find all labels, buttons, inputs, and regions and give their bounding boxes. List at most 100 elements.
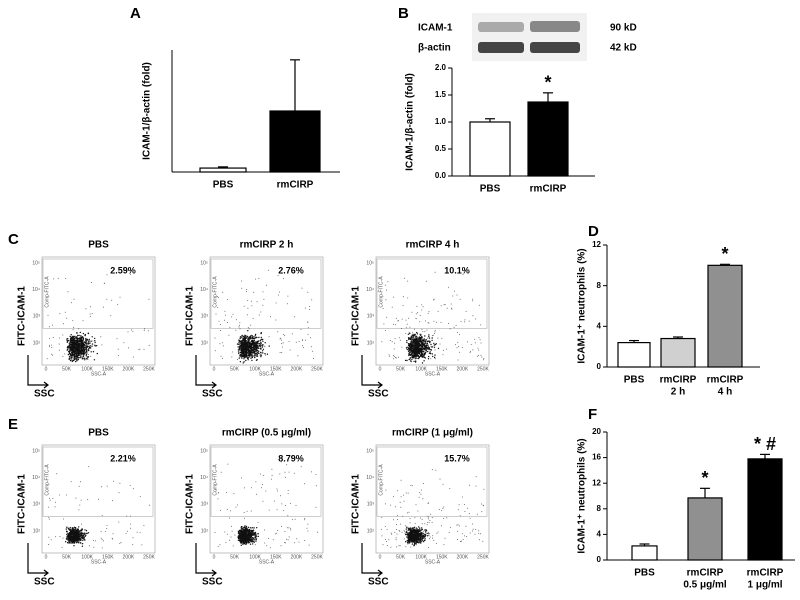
y-tick-label: 1.0 [435,117,447,126]
event-dot [245,344,246,345]
flow-title: PBS [88,240,109,251]
event-dot [234,535,235,536]
event-dot [81,535,82,536]
event-dot [430,537,431,538]
event-dot [481,343,482,344]
event-dot [78,533,79,534]
event-dot [396,318,397,319]
event-dot [404,278,405,279]
event-dot [78,345,79,346]
flow-title: rmCIRP 4 h [406,240,460,251]
event-dot [89,342,90,343]
flow-x-channel: SSC-A [91,371,107,377]
event-dot [457,295,458,296]
event-dot [431,340,432,341]
event-dot [265,355,266,356]
event-dot [215,338,216,339]
event-dot [76,354,77,355]
event-dot [221,472,222,473]
flow-x-tick: 200K [291,554,303,560]
event-dot [254,351,255,352]
event-dot [245,539,246,540]
event-dot [227,322,228,323]
event-dot [435,350,436,351]
flow-y-tick: 10² [33,340,41,346]
event-dot [50,500,51,501]
event-dot [241,354,242,355]
event-dot [430,352,431,353]
event-dot [271,469,272,470]
event-dot [422,329,423,330]
event-dot [304,519,305,520]
event-dot [249,354,250,355]
event-dot [72,348,73,349]
event-dot [422,540,423,541]
event-dot [425,339,426,340]
event-dot [262,352,263,353]
event-dot [237,359,238,360]
event-dot [299,542,300,543]
event-dot [419,528,420,529]
panel-label: F [588,406,597,423]
event-dot [75,358,76,359]
event-dot [249,542,250,543]
event-dot [290,503,291,504]
event-dot [409,344,410,345]
event-dot [421,534,422,535]
event-dot [239,536,240,537]
event-dot [481,355,482,356]
event-dot [432,356,433,357]
event-dot [82,358,83,359]
event-dot [304,540,305,541]
event-dot [77,348,78,349]
event-dot [420,352,421,353]
event-dot [412,535,413,536]
event-dot [82,543,83,544]
event-dot [260,312,261,313]
event-dot [255,342,256,343]
event-dot [419,542,420,543]
bar [661,339,695,367]
event-dot [255,535,256,536]
event-dot [245,356,246,357]
event-dot [261,337,262,338]
event-dot [106,528,107,529]
event-dot [94,342,95,343]
event-dot [416,318,417,319]
event-dot [422,348,423,349]
event-dot [74,358,75,359]
event-dot [93,540,94,541]
event-dot [412,337,413,338]
event-dot [255,337,256,338]
event-dot [421,310,422,311]
event-dot [261,332,262,333]
event-dot [256,352,257,353]
event-dot [290,529,291,530]
event-dot [48,537,49,538]
event-dot [395,357,396,358]
event-dot [410,541,411,542]
flow-y-tick: 10⁵ [200,448,208,454]
event-dot [311,346,312,347]
event-dot [72,361,73,362]
flow-x-tick: 0 [213,366,216,372]
event-dot [250,540,251,541]
significance-mark: * [701,468,708,488]
event-dot [68,354,69,355]
event-dot [416,504,417,505]
event-dot [80,540,81,541]
event-dot [307,322,308,323]
event-dot [82,349,83,350]
blot-band [478,42,524,53]
event-dot [424,536,425,537]
event-dot [409,350,410,351]
event-dot [112,539,113,540]
bar [528,102,568,176]
event-dot [294,542,295,543]
event-dot [76,539,77,540]
event-dot [260,474,261,475]
event-dot [240,361,241,362]
event-dot [244,512,245,513]
event-dot [424,357,425,358]
event-dot [238,532,239,533]
